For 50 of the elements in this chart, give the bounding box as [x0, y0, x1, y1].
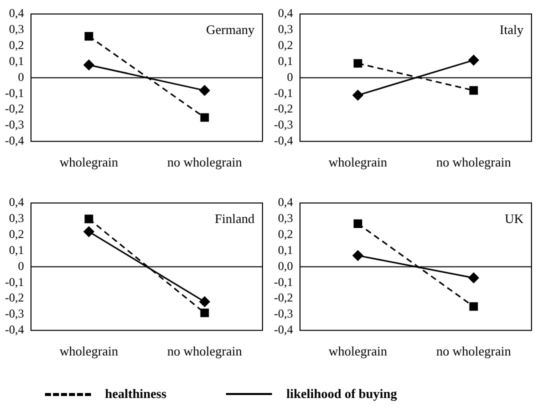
x-tick-label: no wholegrain	[436, 344, 512, 359]
y-tick-label: 0,3	[278, 211, 293, 226]
y-tick-label: -0,4	[4, 322, 24, 337]
y-tick-label: -0,3	[4, 118, 24, 132]
y-tick-label: -0,1	[274, 86, 293, 100]
y-tick-label: 0,2	[278, 227, 293, 242]
y-tick-label: -0,2	[274, 102, 293, 116]
legend-label: healthiness	[105, 386, 166, 402]
x-tick-label: no wholegrain	[167, 344, 242, 359]
y-tick-label: -0,3	[274, 306, 293, 321]
text: Italy	[500, 22, 524, 37]
text: UK	[504, 210, 524, 226]
y-tick-label: -0,2	[274, 290, 293, 305]
x-tick-label: no wholegrain	[436, 154, 512, 170]
x-tick-label: wholegrain	[328, 344, 388, 359]
y-tick-label: 0	[286, 70, 293, 84]
y-tick-label: -0,3	[274, 118, 293, 132]
text: Finland	[214, 210, 255, 226]
x-tick-label: wholegrain	[328, 154, 388, 170]
y-tick-label: 0,2	[8, 227, 24, 242]
y-tick-label: -0,1	[274, 274, 293, 289]
y-tick-label: 0,1	[278, 54, 293, 68]
x-tick-label: wholegrain	[60, 154, 119, 170]
y-tick-label: 0,2	[278, 38, 293, 52]
y-tick-label: -0,1	[4, 274, 24, 289]
y-tick-label: 0,1	[278, 242, 293, 257]
y-tick-label: -0,3	[4, 306, 24, 321]
y-tick-label: -0,4	[274, 134, 293, 148]
y-tick-label: 0,4	[8, 6, 24, 20]
y-tick-label: 0	[18, 258, 24, 273]
y-tick-label: 0,3	[8, 211, 24, 226]
y-tick-label: -0,4	[274, 322, 293, 337]
y-tick-label: 0,1	[8, 54, 24, 68]
legend-label: likelihood of buying	[286, 386, 397, 402]
y-tick-label: 0,4	[8, 195, 24, 210]
y-tick-label: 0,1	[8, 242, 24, 257]
y-tick-label: 0,4	[278, 6, 293, 20]
y-tick-label: -0,4	[4, 134, 24, 148]
x-tick-label: wholegrain	[60, 344, 119, 359]
y-tick-label: -0,1	[4, 86, 24, 100]
y-tick-label: -0,2	[4, 102, 24, 116]
text: Germany	[206, 22, 255, 37]
y-tick-label: 0,0	[278, 258, 293, 273]
y-tick-label: 0,4	[278, 195, 293, 210]
y-tick-label: 0,3	[278, 22, 293, 36]
y-tick-label: 0,3	[8, 22, 24, 36]
y-tick-label: 0,2	[8, 38, 24, 52]
y-tick-label: 0	[18, 70, 24, 84]
x-tick-label: no wholegrain	[167, 154, 242, 170]
y-tick-label: -0,2	[4, 290, 24, 305]
